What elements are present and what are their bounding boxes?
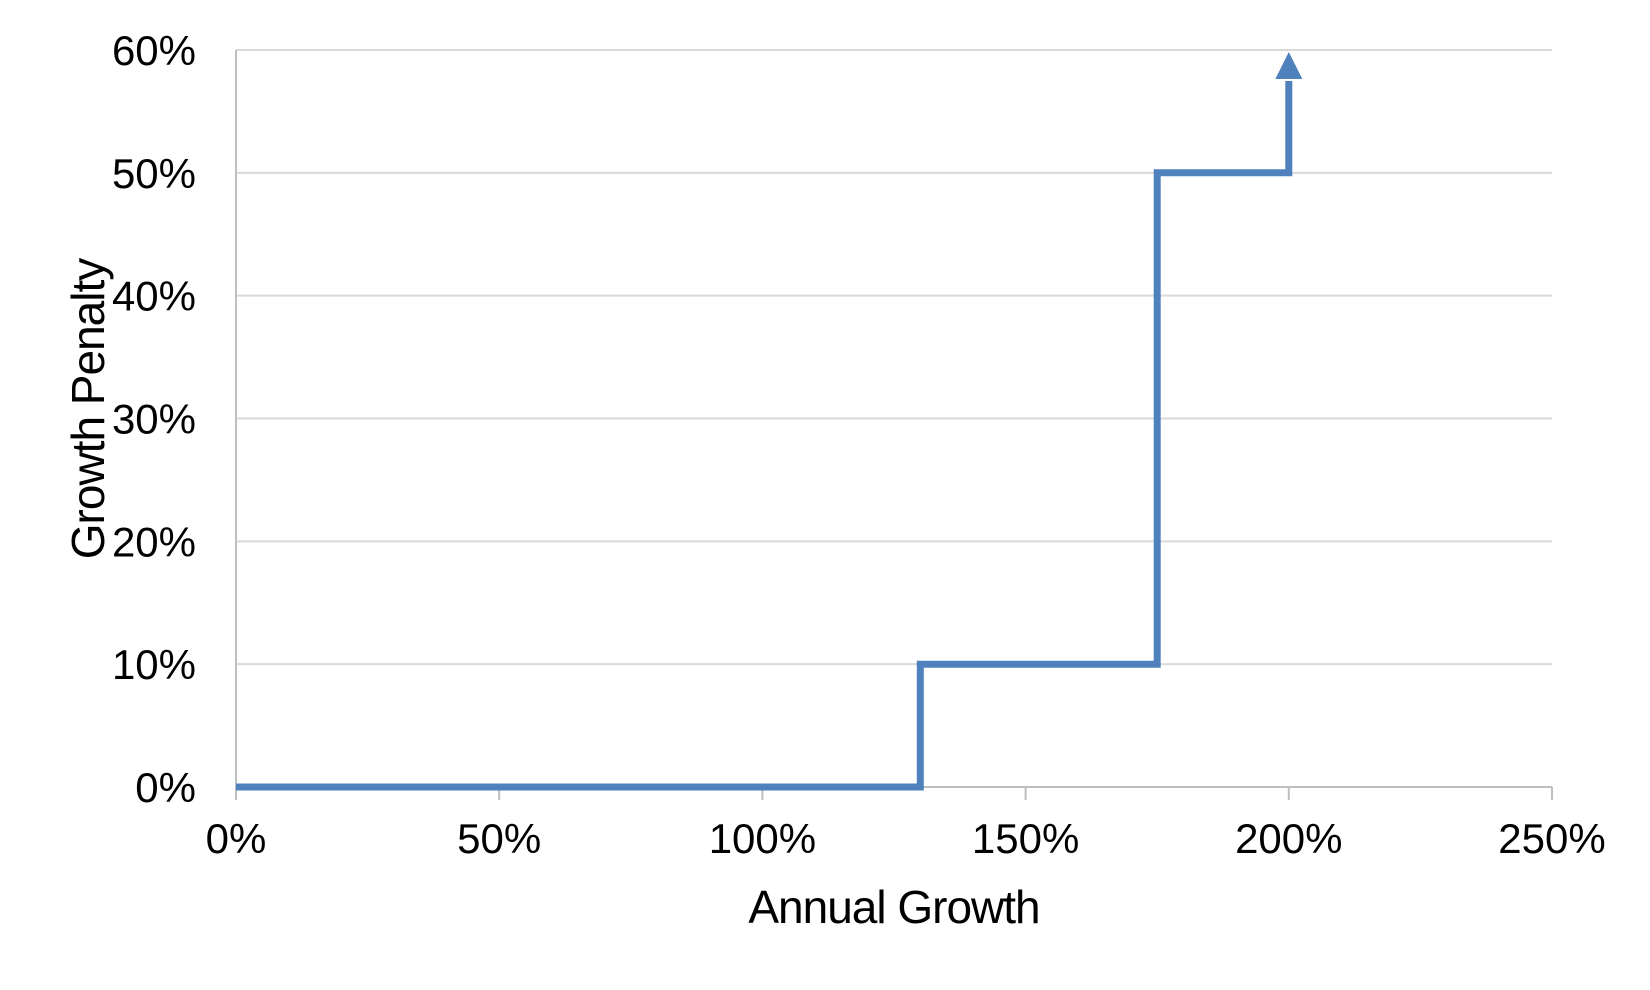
x-tick-label: 0% xyxy=(206,815,267,862)
x-tick-label: 200% xyxy=(1235,815,1342,862)
x-axis-title: Annual Growth xyxy=(748,881,1040,933)
y-tick-label: 20% xyxy=(112,518,196,565)
y-axis-title: Growth Penalty xyxy=(62,258,114,560)
y-tick-label: 10% xyxy=(112,641,196,688)
y-tick-label: 50% xyxy=(112,150,196,197)
y-tick-label: 60% xyxy=(112,27,196,74)
x-tick-label: 250% xyxy=(1498,815,1605,862)
x-tick-label: 150% xyxy=(972,815,1079,862)
x-tick-label: 100% xyxy=(709,815,816,862)
y-tick-label: 0% xyxy=(135,764,196,811)
arrow-head-icon xyxy=(1275,52,1303,79)
y-tick-label: 40% xyxy=(112,273,196,320)
y-tick-label: 30% xyxy=(112,396,196,443)
x-tick-label: 50% xyxy=(457,815,541,862)
series-line xyxy=(236,81,1293,791)
